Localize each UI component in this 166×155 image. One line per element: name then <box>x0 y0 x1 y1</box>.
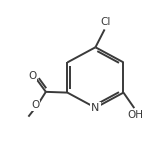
Text: Cl: Cl <box>100 17 111 27</box>
Text: N: N <box>91 103 100 113</box>
Text: O: O <box>31 100 40 110</box>
Text: OH: OH <box>127 110 143 120</box>
Text: O: O <box>28 71 36 81</box>
